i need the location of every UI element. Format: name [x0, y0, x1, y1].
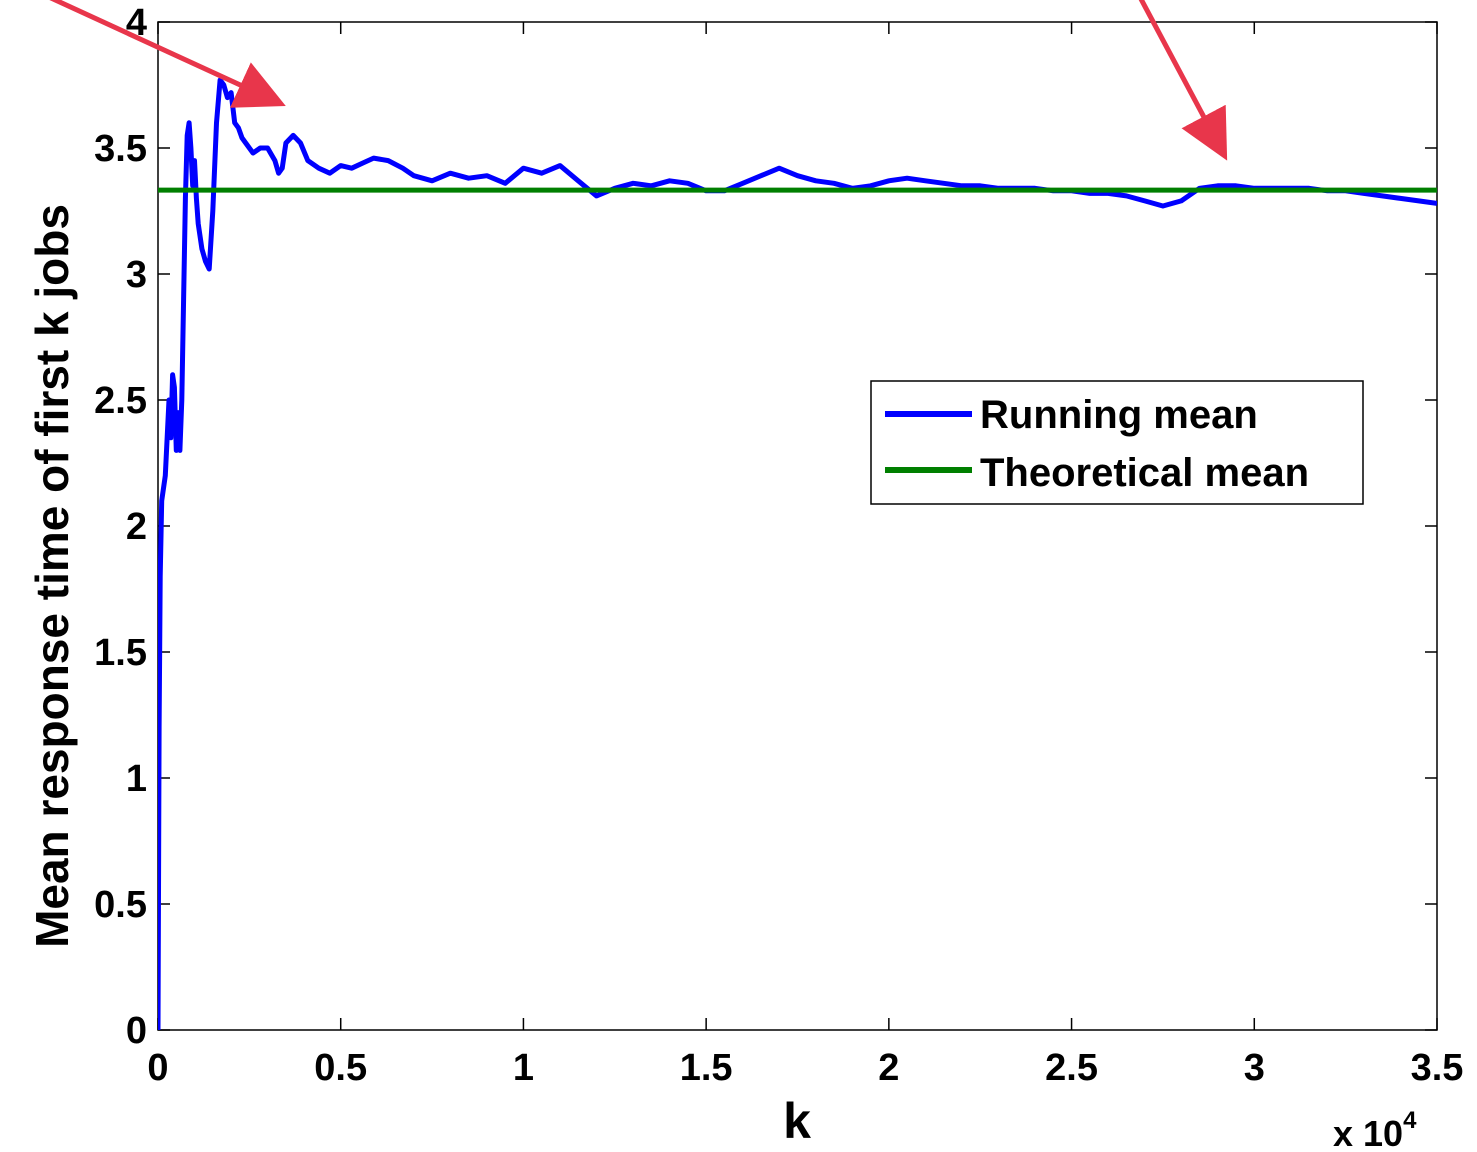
- x-tick-label: 0.5: [314, 1047, 367, 1089]
- x-tick-label: 0: [147, 1047, 168, 1089]
- x-tick-label: 1.5: [680, 1047, 733, 1089]
- annotation-arrow-2: [1138, 0, 1228, 161]
- y-tick-label: 3: [126, 254, 147, 296]
- x-exponent-label: x 104: [1333, 1107, 1417, 1152]
- y-tick-label: 1: [126, 758, 147, 800]
- annotation-arrow-1: [49, 0, 286, 108]
- series-line-running-mean: [158, 77, 1437, 1030]
- x-tick-label: 3.5: [1411, 1047, 1464, 1089]
- y-tick-label: 0.5: [94, 884, 147, 926]
- y-axis-title: Mean response time of first k jobs: [26, 204, 78, 948]
- y-tick-label: 2.5: [94, 380, 147, 422]
- x-exponent-base: x 10: [1333, 1113, 1403, 1152]
- y-tick-label: 0: [126, 1010, 147, 1052]
- y-tick-label: 1.5: [94, 632, 147, 674]
- axis-tick-labels: 0 0.5 1 1.5 2 2.5 3 3.500.511.522.533.54: [94, 2, 1463, 1089]
- x-axis-title: k: [783, 1093, 811, 1149]
- annotation-layer: [49, 0, 1228, 161]
- x-tick-label: 1: [513, 1047, 534, 1089]
- legend-label-theoretical-mean: Theoretical mean: [980, 451, 1309, 495]
- x-exponent-power: 4: [1403, 1107, 1417, 1134]
- x-tick-label: 2: [878, 1047, 899, 1089]
- x-tick-label: 3: [1244, 1047, 1265, 1089]
- legend: Running mean Theoretical mean: [870, 380, 1364, 505]
- y-tick-label: 2: [126, 506, 147, 548]
- legend-label-running-mean: Running mean: [980, 393, 1258, 437]
- legend-box: [870, 380, 1364, 505]
- series-layer: [158, 77, 1437, 1030]
- y-tick-label: 3.5: [94, 128, 147, 170]
- x-tick-label: 2.5: [1045, 1047, 1098, 1089]
